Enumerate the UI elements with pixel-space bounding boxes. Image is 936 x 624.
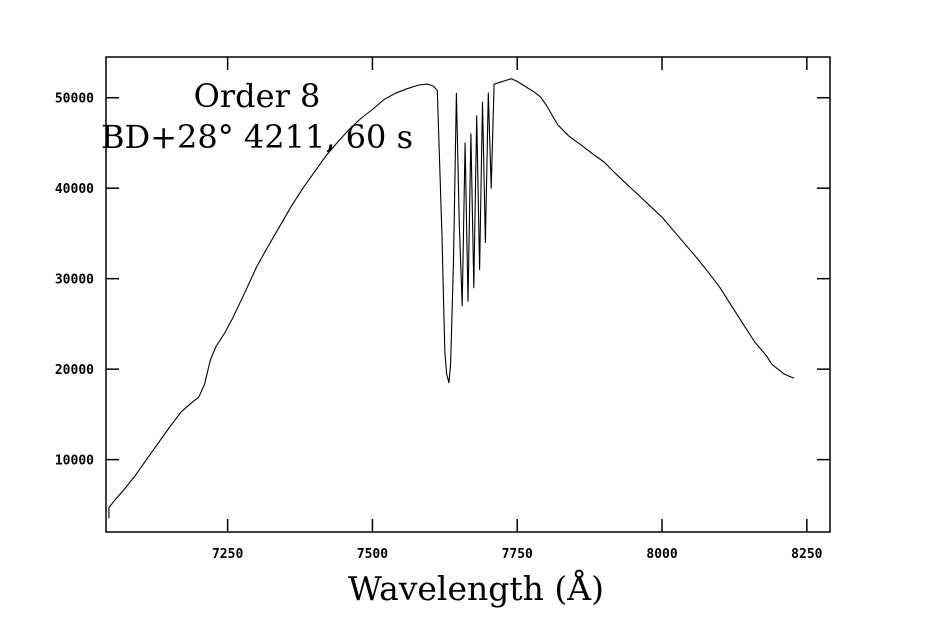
- y-tick-label: 40000: [55, 182, 94, 197]
- tick-labels: 7250 7500 7750 8000 8250 10000 20000 30000 40000…: [55, 92, 823, 562]
- x-axis-label: Wavelength (Å): [348, 568, 604, 608]
- x-tick-label: 8000: [646, 547, 677, 562]
- x-tick-label: 8250: [791, 547, 822, 562]
- y-tick-label: 10000: [55, 454, 94, 469]
- plot-frame: [105, 56, 831, 533]
- y-tick-label: 50000: [55, 92, 94, 107]
- annotation-order: Order 8: [194, 77, 321, 115]
- y-tick-label: 20000: [55, 363, 94, 378]
- annotation-star: BD+28° 4211, 60 s: [101, 118, 413, 156]
- y-tick-label: 30000: [55, 273, 94, 288]
- spectrum-line: [108, 78, 795, 519]
- x-tick-label: 7250: [212, 547, 243, 562]
- x-tick-label: 7500: [357, 547, 388, 562]
- x-tick-label: 7750: [502, 547, 533, 562]
- axis-ticks: [106, 57, 830, 532]
